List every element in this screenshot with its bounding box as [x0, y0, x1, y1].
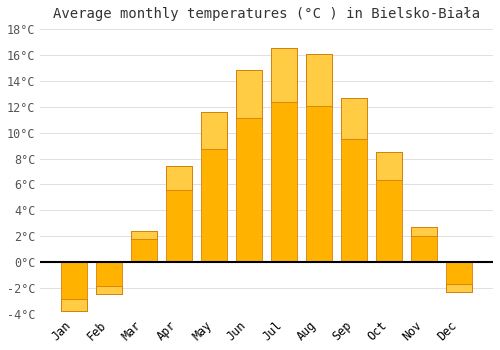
Bar	[306, 54, 332, 106]
Bar	[446, 262, 472, 292]
Bar	[376, 152, 402, 180]
Bar	[411, 227, 438, 236]
Bar	[166, 166, 192, 190]
Bar	[341, 98, 367, 139]
Bar	[166, 166, 192, 262]
Bar	[306, 54, 332, 262]
Bar	[96, 262, 122, 294]
Bar	[201, 112, 228, 149]
Bar	[446, 285, 472, 292]
Bar	[271, 49, 297, 262]
Bar	[131, 231, 157, 239]
Title: Average monthly temperatures (°C ) in Bielsko-Biała: Average monthly temperatures (°C ) in Bi…	[53, 7, 480, 21]
Bar	[96, 286, 122, 294]
Bar	[236, 70, 262, 262]
Bar	[341, 98, 367, 262]
Bar	[411, 227, 438, 262]
Bar	[131, 231, 157, 262]
Bar	[271, 49, 297, 102]
Bar	[61, 299, 87, 311]
Bar	[61, 262, 87, 311]
Bar	[376, 152, 402, 262]
Bar	[201, 112, 228, 262]
Bar	[236, 70, 262, 118]
